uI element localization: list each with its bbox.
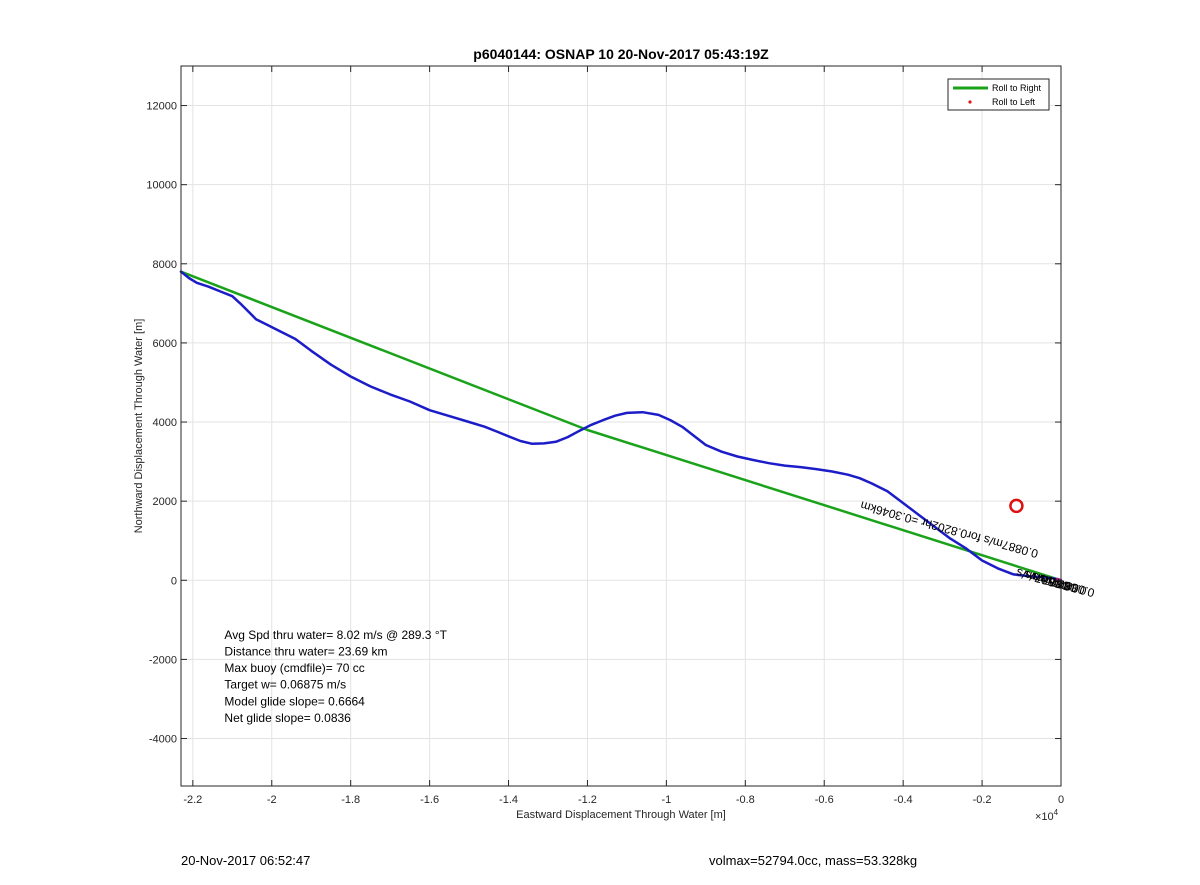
x-tick-label: 0 bbox=[1058, 794, 1064, 806]
y-tick-label: 8000 bbox=[153, 259, 177, 271]
annotation-layer: Avg Spd thru water= 8.02 m/s @ 289.3 °T D… bbox=[224, 498, 1096, 725]
x-tick-label: -2.2 bbox=[183, 794, 202, 806]
y-tick-label: 4000 bbox=[153, 417, 177, 429]
stats-annotation: Distance thru water= 23.69 km bbox=[224, 644, 387, 658]
segment-annotation-overlap: 0.0887m/s bbox=[1038, 571, 1096, 599]
footer-volmax-mass: volmax=52794.0cc, mass=53.328kg bbox=[709, 853, 918, 868]
y-tick-label: 0 bbox=[171, 575, 177, 587]
x-axis-label: Eastward Displacement Through Water [m] bbox=[516, 809, 726, 821]
segment-annotation: 0.0887m/s for0.8202hr =0.3046km bbox=[859, 498, 1040, 561]
glider-track-line bbox=[179, 270, 1063, 582]
y-tick-label: 10000 bbox=[146, 180, 177, 192]
x-tick-label: -0.2 bbox=[973, 794, 992, 806]
x-axis-exponent-base: ×10 bbox=[1035, 811, 1054, 823]
chart-title: p6040144: OSNAP 10 20-Nov-2017 05:43:19Z bbox=[473, 46, 769, 62]
x-tick-label: -0.8 bbox=[736, 794, 755, 806]
y-tick-label: 12000 bbox=[146, 101, 177, 113]
y-tick-label: -4000 bbox=[149, 734, 177, 746]
x-tick-label: -0.4 bbox=[894, 794, 913, 806]
legend-box bbox=[947, 78, 1050, 111]
legend: Roll to Right Roll to Left bbox=[947, 78, 1050, 111]
y-axis-label: Northward Displacement Through Water [m] bbox=[133, 319, 145, 534]
x-axis-exponent-power: 4 bbox=[1054, 808, 1059, 817]
ticks: -2.2 -2 -1.8 -1.6 -1.4 -1.2 -1 -0.8 -0.6 -0.4 -0.2… bbox=[146, 66, 1064, 806]
legend-dot-swatch bbox=[968, 100, 972, 104]
x-tick-label: -0.6 bbox=[815, 794, 834, 806]
current-position-marker bbox=[1009, 498, 1024, 514]
stats-annotation: Max buoy (cmdfile)= 70 cc bbox=[224, 661, 364, 675]
x-axis-exponent: ×104 bbox=[1035, 808, 1059, 823]
axes-box bbox=[180, 65, 1062, 787]
stats-annotation: Target w= 0.06875 m/s bbox=[224, 678, 346, 692]
y-tick-label: 6000 bbox=[153, 338, 177, 350]
legend-entry-label: Roll to Left bbox=[992, 97, 1036, 107]
x-tick-label: -1.8 bbox=[341, 794, 360, 806]
x-tick-label: -1.2 bbox=[578, 794, 597, 806]
x-tick-label: -1.4 bbox=[499, 794, 518, 806]
stats-annotation: Avg Spd thru water= 8.02 m/s @ 289.3 °T bbox=[224, 628, 447, 642]
y-tick-label: -2000 bbox=[149, 654, 177, 666]
stats-annotation: Net glide slope= 0.0836 bbox=[224, 711, 351, 725]
series-layer bbox=[179, 270, 1063, 583]
x-tick-label: -1 bbox=[661, 794, 671, 806]
stats-annotation: Model glide slope= 0.6664 bbox=[224, 694, 365, 708]
legend-entry-label: Roll to Right bbox=[992, 83, 1042, 93]
y-tick-label: 2000 bbox=[153, 496, 177, 508]
x-tick-label: -2 bbox=[267, 794, 277, 806]
footer-timestamp: 20-Nov-2017 06:52:47 bbox=[181, 853, 311, 868]
x-tick-label: -1.6 bbox=[420, 794, 439, 806]
roll-right-track-line bbox=[179, 270, 1063, 582]
